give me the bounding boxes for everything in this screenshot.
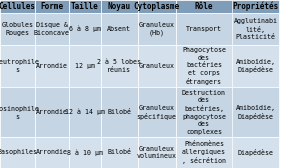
Bar [138,45,176,87]
Text: Phénomènes
allergiques
, sécrétion: Phénomènes allergiques , sécrétion [182,141,226,164]
Bar [69,13,100,45]
Bar [0,13,34,45]
Bar [34,13,69,45]
Bar [34,45,69,87]
Bar [100,0,138,13]
Text: Propriétés: Propriétés [232,2,279,11]
Text: Disque &
Biconcave: Disque & Biconcave [34,22,70,36]
Text: Amiboïdie,
Diapédèse: Amiboïdie, Diapédèse [236,58,276,73]
Text: Bilobé: Bilobé [107,109,131,115]
Bar [232,0,279,13]
Bar [232,87,279,137]
Bar [0,87,34,137]
Text: Arrondie: Arrondie [36,150,68,155]
Bar [0,45,34,87]
Text: Granuleux: Granuleux [139,63,175,69]
Text: Granuleux
spécifique: Granuleux spécifique [137,105,177,120]
Text: 8 à 10 µm: 8 à 10 µm [67,149,103,156]
Bar [69,0,100,13]
Text: Granuleux
(Hb): Granuleux (Hb) [139,22,175,36]
Text: Arrondie: Arrondie [36,109,68,115]
Bar [138,0,176,13]
Text: Phagocytose
des
bactéries
et corps
étrangers: Phagocytose des bactéries et corps étran… [182,47,226,85]
Bar [34,87,69,137]
Text: 12 à 14 µm: 12 à 14 µm [65,109,105,115]
Text: Globules
Rouges: Globules Rouges [1,22,33,36]
Text: Rôle: Rôle [195,2,213,11]
Text: Cellules: Cellules [0,2,36,11]
Text: 6 à 8 µm: 6 à 8 µm [69,26,101,32]
Bar [138,13,176,45]
Bar [69,45,100,87]
Text: Diapédèse: Diapédèse [238,149,274,156]
Bar [176,87,232,137]
Text: Éosinophile
s: Éosinophile s [0,105,39,120]
Bar [69,87,100,137]
Bar [138,87,176,137]
Text: Forme: Forme [40,2,63,11]
Bar [176,137,232,168]
Bar [176,45,232,87]
Text: Cytoplasme: Cytoplasme [134,2,180,11]
Text: Taille: Taille [71,2,99,11]
Bar [34,137,69,168]
Text: Bilobé: Bilobé [107,150,131,155]
Text: 12 µm: 12 µm [75,63,95,69]
Text: Basophiles: Basophiles [0,150,37,155]
Bar [232,45,279,87]
Text: Arrondie: Arrondie [36,63,68,69]
Bar [100,13,138,45]
Bar [34,0,69,13]
Bar [0,137,34,168]
Bar [100,137,138,168]
Text: Granuleux
volumineux: Granuleux volumineux [137,146,177,159]
Text: Neutrophile
s: Neutrophile s [0,59,39,73]
Bar [232,13,279,45]
Text: Noyau: Noyau [108,2,131,11]
Bar [176,0,232,13]
Bar [232,137,279,168]
Bar [100,87,138,137]
Bar [138,137,176,168]
Bar [176,13,232,45]
Text: Amiboïdie,
Diapédèse: Amiboïdie, Diapédèse [236,105,276,120]
Text: Absent: Absent [107,26,131,32]
Text: Agglutinabi
lité,
Plasticité: Agglutinabi lité, Plasticité [234,18,278,40]
Bar [69,137,100,168]
Text: Destruction
des
bactéries,
phagocytose
des
complexes: Destruction des bactéries, phagocytose d… [182,90,226,135]
Text: 2 à 5 lobes
réunis: 2 à 5 lobes réunis [97,59,141,73]
Bar [100,45,138,87]
Bar [0,0,34,13]
Text: Transport: Transport [186,26,222,32]
